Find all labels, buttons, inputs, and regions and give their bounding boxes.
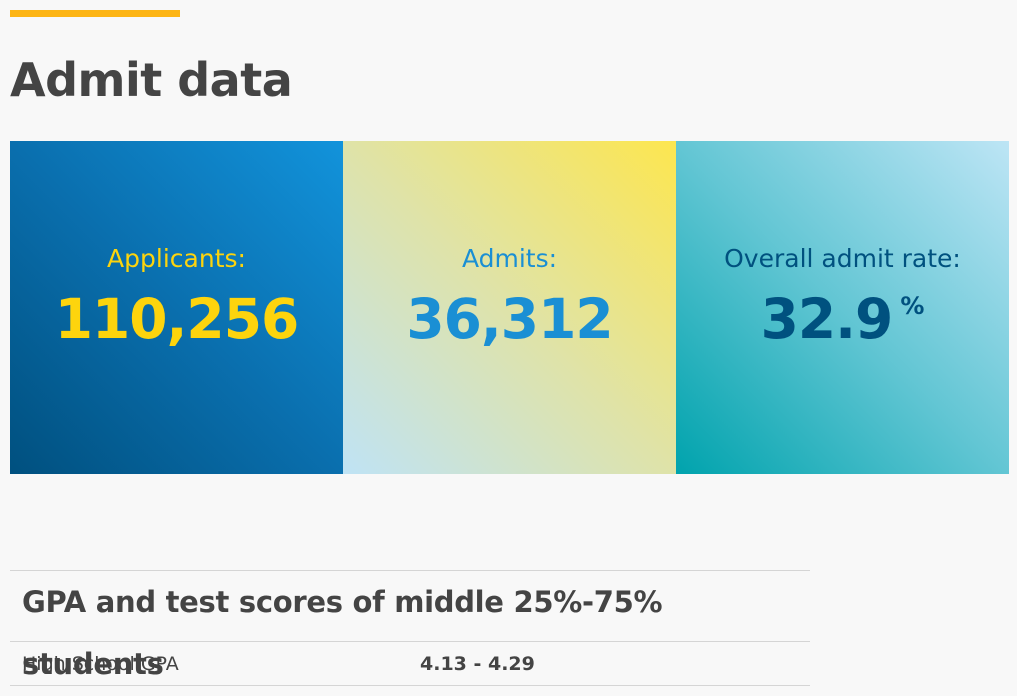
page-title: Admit data bbox=[10, 53, 293, 107]
admits-tile: Admits: 36,312 bbox=[343, 141, 676, 474]
admit-rate-tile: Overall admit rate: 32.9 % bbox=[676, 141, 1009, 474]
applicants-label: Applicants: bbox=[107, 243, 246, 273]
scores-table: GPA and test scores of middle 25%-75% st… bbox=[10, 570, 810, 686]
percent-sign: % bbox=[900, 291, 925, 320]
accent-bar bbox=[10, 10, 180, 17]
admit-rate-value: 32.9 bbox=[760, 286, 894, 351]
admit-rate-value-row: 32.9 % bbox=[761, 274, 925, 354]
table-row: High School GPA 4.13 - 4.29 bbox=[10, 642, 810, 686]
admits-label: Admits: bbox=[461, 243, 558, 273]
admit-rate-label: Overall admit rate: bbox=[724, 243, 961, 273]
applicants-tile: Applicants: 110,256 bbox=[10, 141, 343, 474]
score-value: 4.13 - 4.29 bbox=[420, 652, 535, 675]
scores-table-title: GPA and test scores of middle 25%-75% st… bbox=[10, 570, 810, 681]
stats-panel: Applicants: 110,256 Admits: 36,312 Overa… bbox=[10, 141, 1009, 474]
applicants-value: 110,256 bbox=[54, 286, 300, 351]
score-label: High School GPA bbox=[22, 652, 179, 675]
admits-value: 36,312 bbox=[406, 286, 613, 351]
